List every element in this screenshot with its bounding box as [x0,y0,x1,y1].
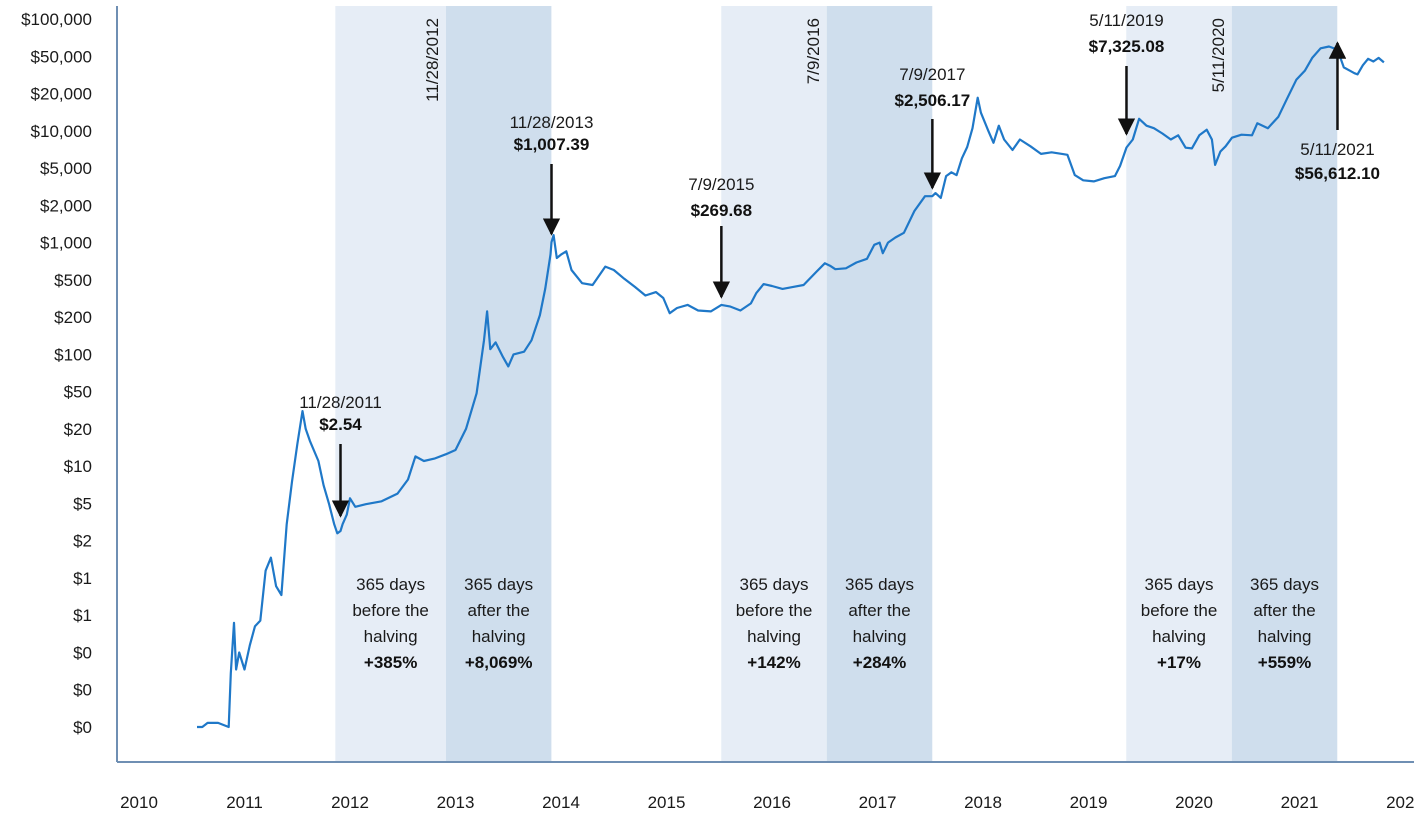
halving-band-2 [445,6,552,762]
x-tick-label: 2016 [753,793,791,812]
band-label-line1: 365 days [1145,575,1214,594]
band-label-line3: halving [472,627,526,646]
y-tick-label: $2 [73,532,92,551]
annotation-price: $56,612.10 [1295,164,1380,183]
band-change-pct: +8,069% [465,653,533,672]
y-tick-label: $1,000 [40,234,92,253]
band-label-line1: 365 days [356,575,425,594]
annotation-price: $7,325.08 [1089,37,1165,56]
annotation-date: 11/28/2013 [510,113,594,132]
annotation-date: 11/28/2011 [299,393,382,412]
y-tick-label: $50,000 [31,47,92,66]
axes [116,6,1414,763]
x-tick-label: 2017 [859,793,897,812]
x-tick-label: 2019 [1070,793,1108,812]
tick-labels: $100,000 $50,000 $20,000 $10,000 $5,000 $2,00… [21,10,1414,812]
annotation-price: $1,007.39 [514,135,590,154]
band-label-line1: 365 days [740,575,809,594]
y-tick-label: $20,000 [31,85,92,104]
band-label-line2: after the [1253,601,1315,620]
band-label-line1: 365 days [464,575,533,594]
halving-date-label: 7/9/2016 [804,18,823,84]
y-tick-label: $100 [54,345,92,364]
band-label-line2: before the [736,601,813,620]
x-tick-label: 2013 [437,793,475,812]
y-tick-label: $100,000 [21,10,92,29]
y-tick-label: $0 [73,681,92,700]
halving-bands [335,6,1338,762]
band-change-pct: +559% [1258,653,1311,672]
y-tick-label: $5 [73,494,92,513]
y-tick-label: $10,000 [31,122,92,141]
x-tick-label: 2011 [226,793,263,812]
y-tick-label: $0 [73,643,92,662]
x-tick-label: 2015 [648,793,686,812]
price-annotations: 11/28/2011 $2.54 11/28/2013 $1,007.39 7/9/20… [299,11,1380,518]
x-tick-label: 2021 [1281,793,1319,812]
x-tick-label: 2014 [542,793,580,812]
price-line-1 [197,45,1385,729]
band-label-line3: halving [364,627,418,646]
halving-band-4 [826,6,933,762]
halving-band-3 [721,6,827,762]
halving-date-label: 11/28/2012 [423,18,442,102]
band-label-line3: halving [853,627,907,646]
halving-date-label: 5/11/2020 [1209,18,1228,92]
band-label-line1: 365 days [845,575,914,594]
y-tick-label: $200 [54,308,92,327]
y-tick-label: $50 [64,383,92,402]
y-tick-label: $0 [73,718,92,737]
y-tick-label: $2,000 [40,196,92,215]
y-tick-label: $10 [64,457,92,476]
band-change-pct: +17% [1157,653,1201,672]
halving-band-6 [1231,6,1338,762]
band-change-pct: +284% [853,653,906,672]
x-tick-label: 2020 [1175,793,1213,812]
band-label-line2: after the [848,601,910,620]
band-change-pct: +385% [364,653,417,672]
halving-band-5 [1126,6,1232,762]
y-tick-label: $1 [73,569,92,588]
band-label-line2: before the [1141,601,1218,620]
x-tick-label: 2022 [1386,793,1414,812]
band-annotations: 365 days before the halving +385% 365 days af… [352,18,1319,672]
band-label-line3: halving [747,627,801,646]
price-series [197,45,1385,729]
y-tick-label: $5,000 [40,159,92,178]
y-tick-label: $20 [64,420,92,439]
annotation-price: $2.54 [319,415,362,434]
halving-band-1 [335,6,446,762]
band-change-pct: +142% [747,653,800,672]
x-tick-label: 2018 [964,793,1002,812]
band-label-line3: halving [1258,627,1312,646]
y-tick-label: $1 [73,606,92,625]
annotation-date: 5/11/2019 [1089,11,1163,30]
annotation-price: $269.68 [691,201,752,220]
annotation-date: 5/11/2021 [1300,140,1374,159]
band-label-line2: before the [352,601,429,620]
x-tick-label: 2010 [120,793,158,812]
annotation-date: 7/9/2017 [899,65,965,84]
annotation-price: $2,506.17 [895,91,971,110]
y-tick-label: $500 [54,271,92,290]
x-tick-label: 2012 [331,793,369,812]
band-label-line3: halving [1152,627,1206,646]
band-label-line2: after the [467,601,529,620]
band-label-line1: 365 days [1250,575,1319,594]
annotation-date: 7/9/2015 [688,175,754,194]
